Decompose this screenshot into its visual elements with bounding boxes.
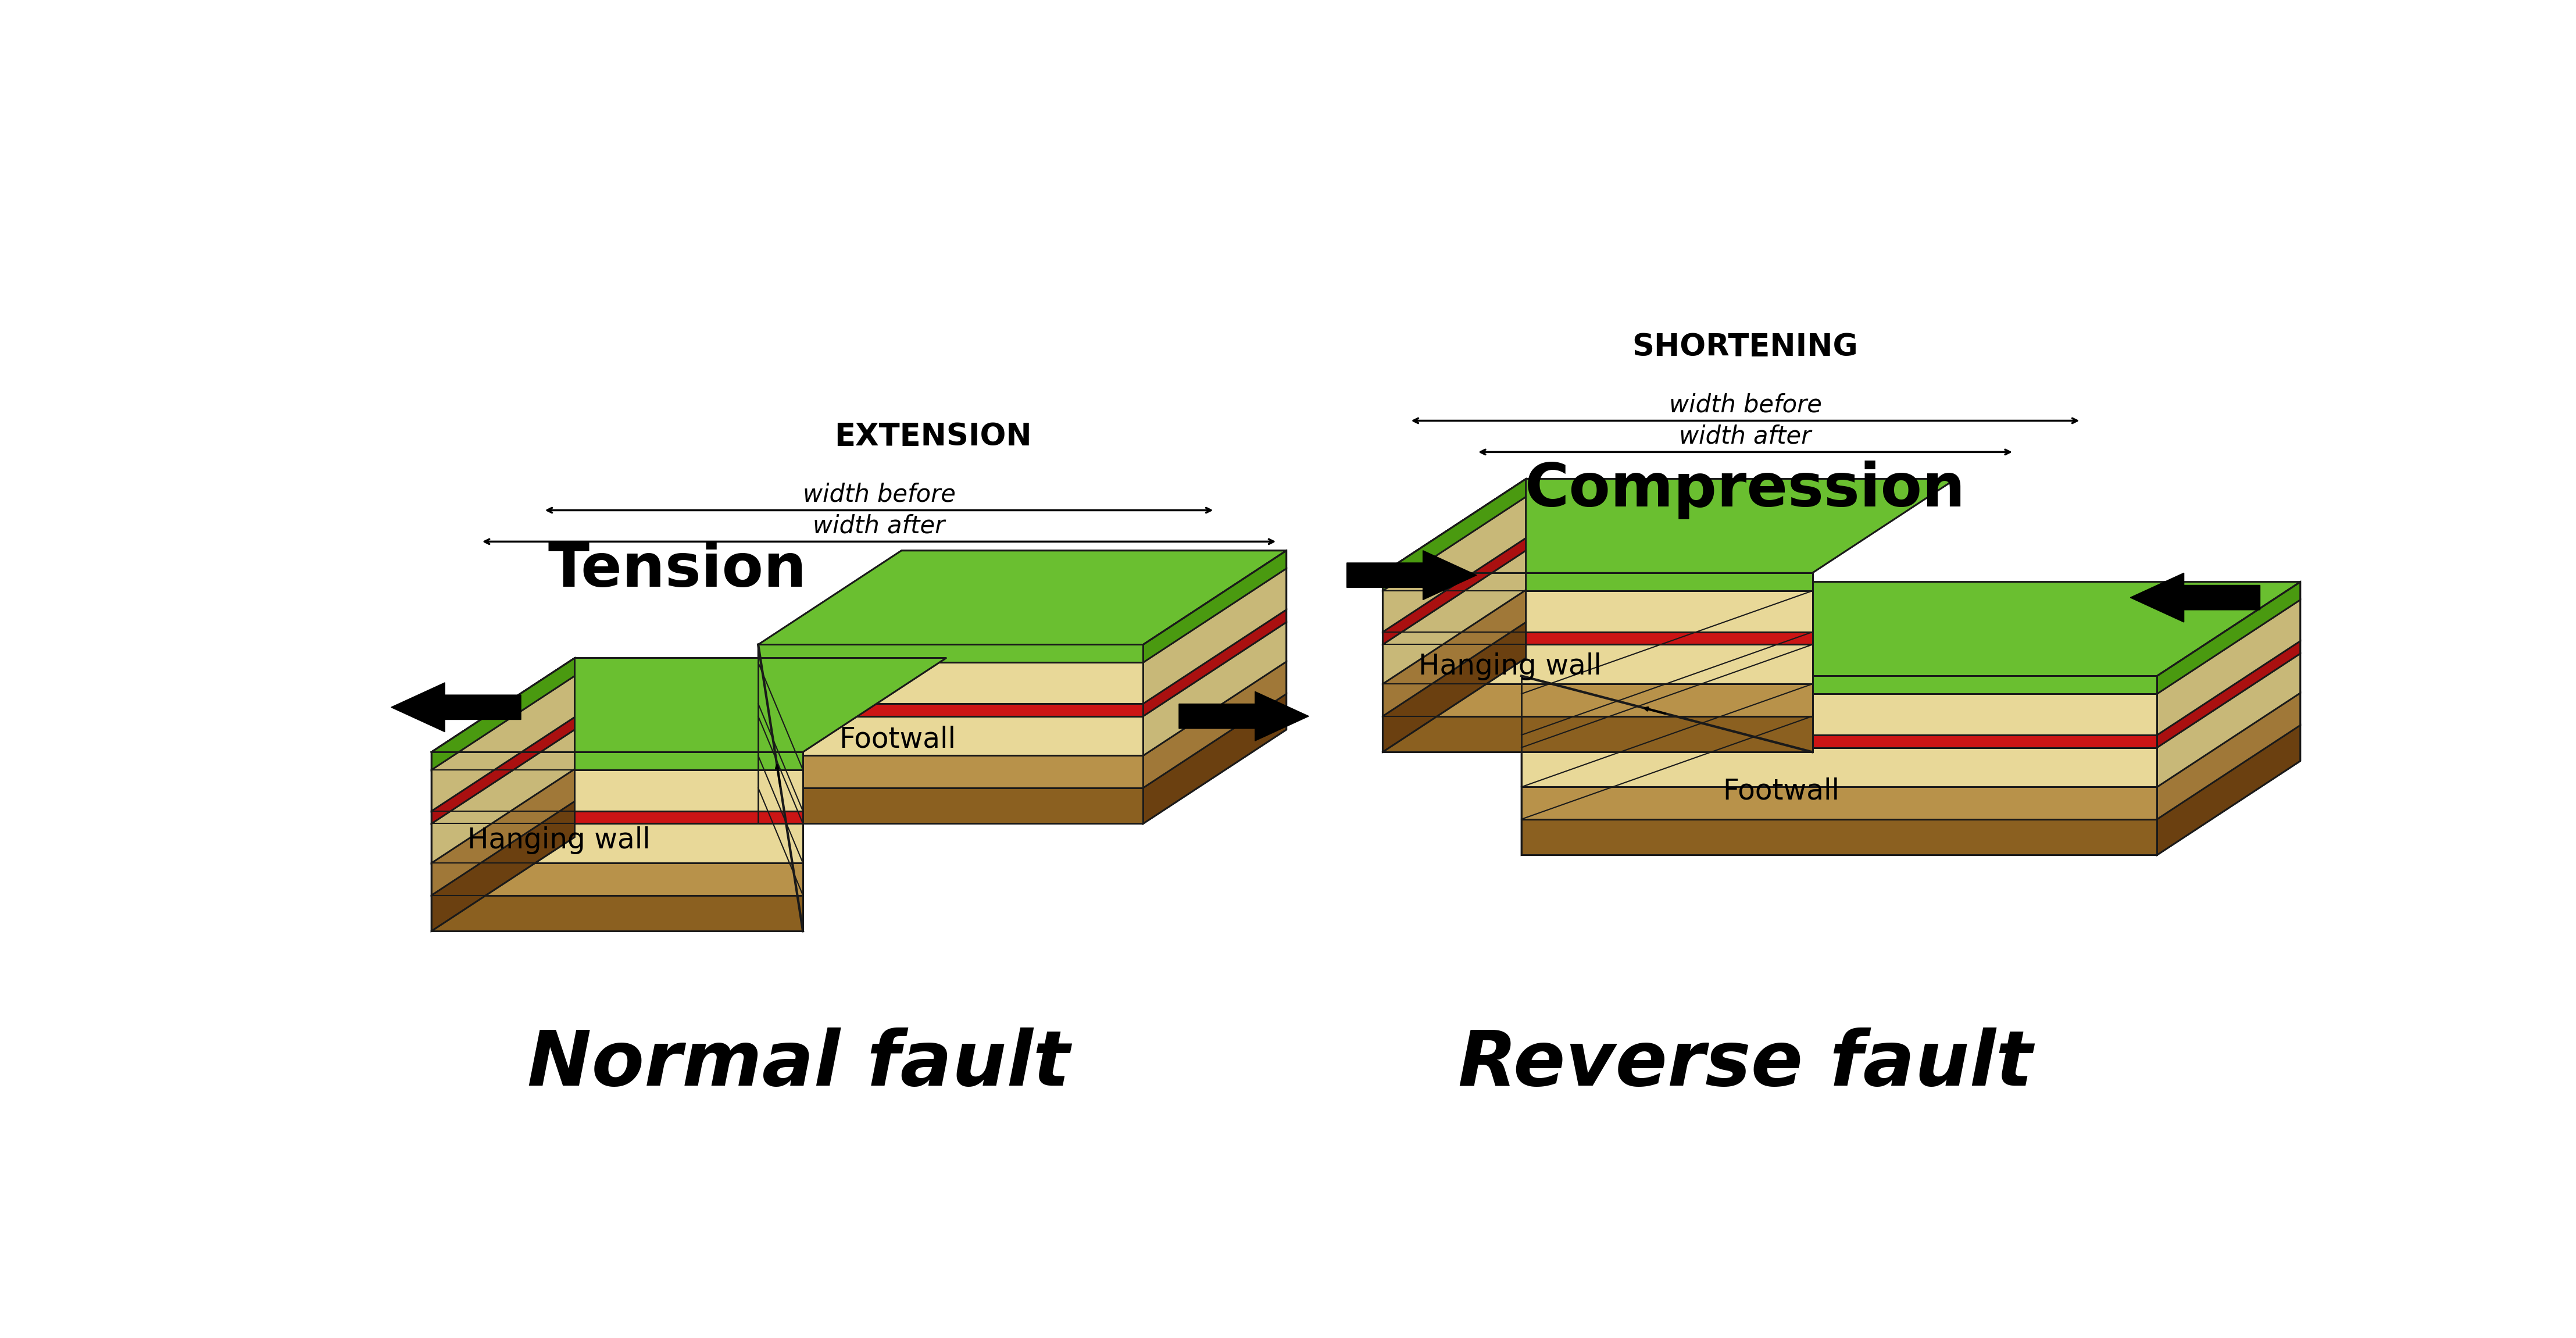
Polygon shape [1383,496,1525,632]
Text: width after: width after [1680,424,1811,448]
Polygon shape [430,895,804,931]
Polygon shape [1383,479,1525,591]
Polygon shape [1522,735,2156,748]
Polygon shape [1383,538,1525,645]
Text: Reverse fault: Reverse fault [1458,1028,2032,1101]
Polygon shape [1383,622,1525,752]
FancyArrow shape [1180,692,1309,741]
Polygon shape [1383,632,1814,645]
Polygon shape [2156,641,2300,748]
Polygon shape [430,717,574,824]
Polygon shape [1383,591,1814,632]
Polygon shape [1144,661,1285,788]
Polygon shape [2156,653,2300,787]
Polygon shape [430,769,574,895]
Polygon shape [1383,645,1814,684]
Polygon shape [1383,550,1525,684]
Polygon shape [430,658,574,769]
Polygon shape [757,704,1144,716]
Polygon shape [1522,819,2156,855]
Polygon shape [1383,684,1814,716]
Text: Hanging wall: Hanging wall [466,826,649,854]
Text: Normal fault: Normal fault [528,1028,1069,1101]
Polygon shape [1522,694,2156,735]
Polygon shape [430,801,574,931]
Text: Compression: Compression [1525,460,1965,519]
Polygon shape [430,676,574,811]
Polygon shape [430,752,804,769]
Polygon shape [757,662,1144,704]
Polygon shape [1144,622,1285,756]
Polygon shape [1144,550,1285,662]
Polygon shape [2156,599,2300,735]
Polygon shape [757,645,804,931]
Polygon shape [1383,479,1955,573]
Polygon shape [757,645,1144,662]
Polygon shape [757,788,1144,824]
Polygon shape [1383,716,1814,752]
Polygon shape [430,811,804,824]
Text: SHORTENING: SHORTENING [1633,332,1857,363]
Polygon shape [2156,725,2300,855]
Polygon shape [757,756,1144,788]
Polygon shape [1383,590,1525,716]
Polygon shape [1522,573,1814,855]
Text: width after: width after [814,514,945,538]
Polygon shape [430,824,804,863]
Polygon shape [430,729,574,863]
Polygon shape [1522,582,2300,676]
Polygon shape [430,769,804,811]
Text: Tension: Tension [549,541,806,599]
FancyArrow shape [1347,550,1476,599]
Polygon shape [1522,748,2156,787]
Polygon shape [1522,787,2156,819]
Text: EXTENSION: EXTENSION [835,421,1030,452]
FancyArrow shape [2130,573,2259,622]
Polygon shape [757,550,1285,645]
FancyArrow shape [392,682,520,732]
Text: Footwall: Footwall [840,725,956,753]
Polygon shape [2156,693,2300,819]
Text: Footwall: Footwall [1723,777,1839,805]
Polygon shape [1144,694,1285,824]
Polygon shape [2156,582,2300,694]
Polygon shape [1383,573,1814,591]
Polygon shape [430,863,804,895]
Polygon shape [1144,569,1285,704]
Text: Hanging wall: Hanging wall [1419,653,1602,681]
Polygon shape [1144,610,1285,716]
Text: width before: width before [1669,392,1821,417]
Polygon shape [757,716,1144,756]
Polygon shape [1522,676,2156,694]
Text: width before: width before [804,482,956,507]
Polygon shape [430,658,945,752]
